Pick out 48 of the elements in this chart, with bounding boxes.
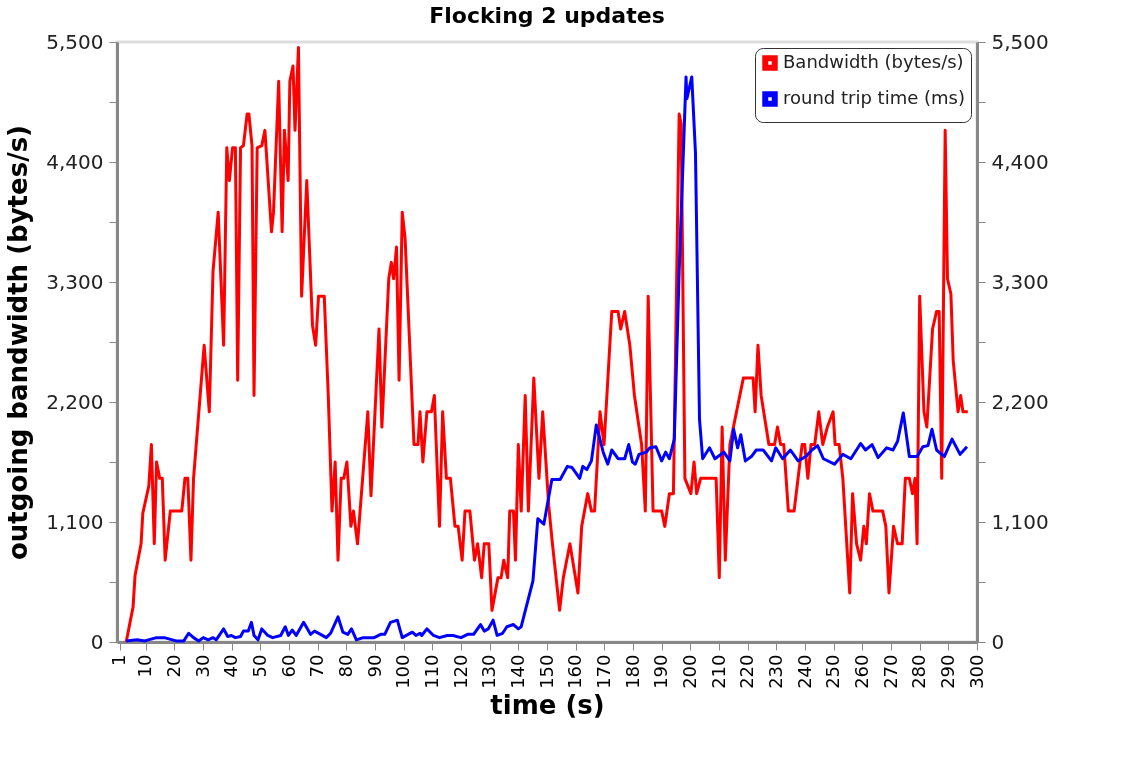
x-tick-label: 220 <box>736 654 758 689</box>
x-tick-label: 50 <box>248 654 270 678</box>
x-tick-label: 230 <box>764 654 786 689</box>
x-tick-label: 190 <box>650 654 672 689</box>
x-tick-label: 280 <box>908 654 930 689</box>
x-tick-label: 180 <box>621 654 643 689</box>
x-tick-label: 270 <box>879 654 901 689</box>
x-tick-label: 140 <box>506 654 528 689</box>
x-axis-title: time (s) <box>490 689 605 720</box>
legend-label: Bandwidth (bytes/s) <box>783 51 964 72</box>
y-tick-label: 5,500 <box>46 29 104 54</box>
y-tick-label: 3,300 <box>46 269 104 294</box>
x-tick-label: 250 <box>822 654 844 689</box>
y2-tick-label: 3,300 <box>991 269 1049 294</box>
x-tick-label: 80 <box>334 654 356 678</box>
legend-label: round trip time (ms) <box>783 87 965 108</box>
x-tick-label: 170 <box>592 654 614 689</box>
y2-tick-label: 5,500 <box>991 29 1049 54</box>
x-tick-label: 130 <box>478 654 500 689</box>
x-tick-label: 120 <box>449 654 471 689</box>
x-tick-label: 20 <box>162 654 184 678</box>
y2-tick-label: 1,100 <box>991 509 1049 534</box>
y-axis-title: outgoing bandwidth (bytes/s) <box>3 124 34 561</box>
y2-tick-label: 0 <box>991 629 1005 654</box>
y2-tick-label: 4,400 <box>991 149 1049 174</box>
x-tick-label: 70 <box>306 654 328 678</box>
x-tick-label: 290 <box>936 654 958 689</box>
y-tick-label: 4,400 <box>46 149 104 174</box>
y-tick-label: 1,100 <box>46 509 104 534</box>
x-tick-label: 150 <box>535 654 557 689</box>
x-tick-label: 110 <box>420 654 442 689</box>
x-tick-label: 1 <box>108 654 130 666</box>
x-tick-label: 200 <box>678 654 700 689</box>
x-tick-label: 30 <box>191 654 213 678</box>
chart-title: Flocking 2 updates <box>429 3 665 28</box>
x-tick-label: 10 <box>134 654 156 678</box>
x-tick-label: 90 <box>363 654 385 678</box>
y2-tick-label: 2,200 <box>991 389 1049 414</box>
x-tick-label: 60 <box>277 654 299 678</box>
x-tick-label: 160 <box>564 654 586 689</box>
x-tick-label: 300 <box>965 654 987 689</box>
x-tick-label: 40 <box>220 654 242 678</box>
x-tick-label: 100 <box>392 654 414 689</box>
y-tick-label: 2,200 <box>46 389 104 414</box>
x-tick-label: 240 <box>793 654 815 689</box>
x-tick-label: 260 <box>850 654 872 689</box>
y-tick-label: 0 <box>90 629 104 654</box>
x-tick-label: 210 <box>707 654 729 689</box>
